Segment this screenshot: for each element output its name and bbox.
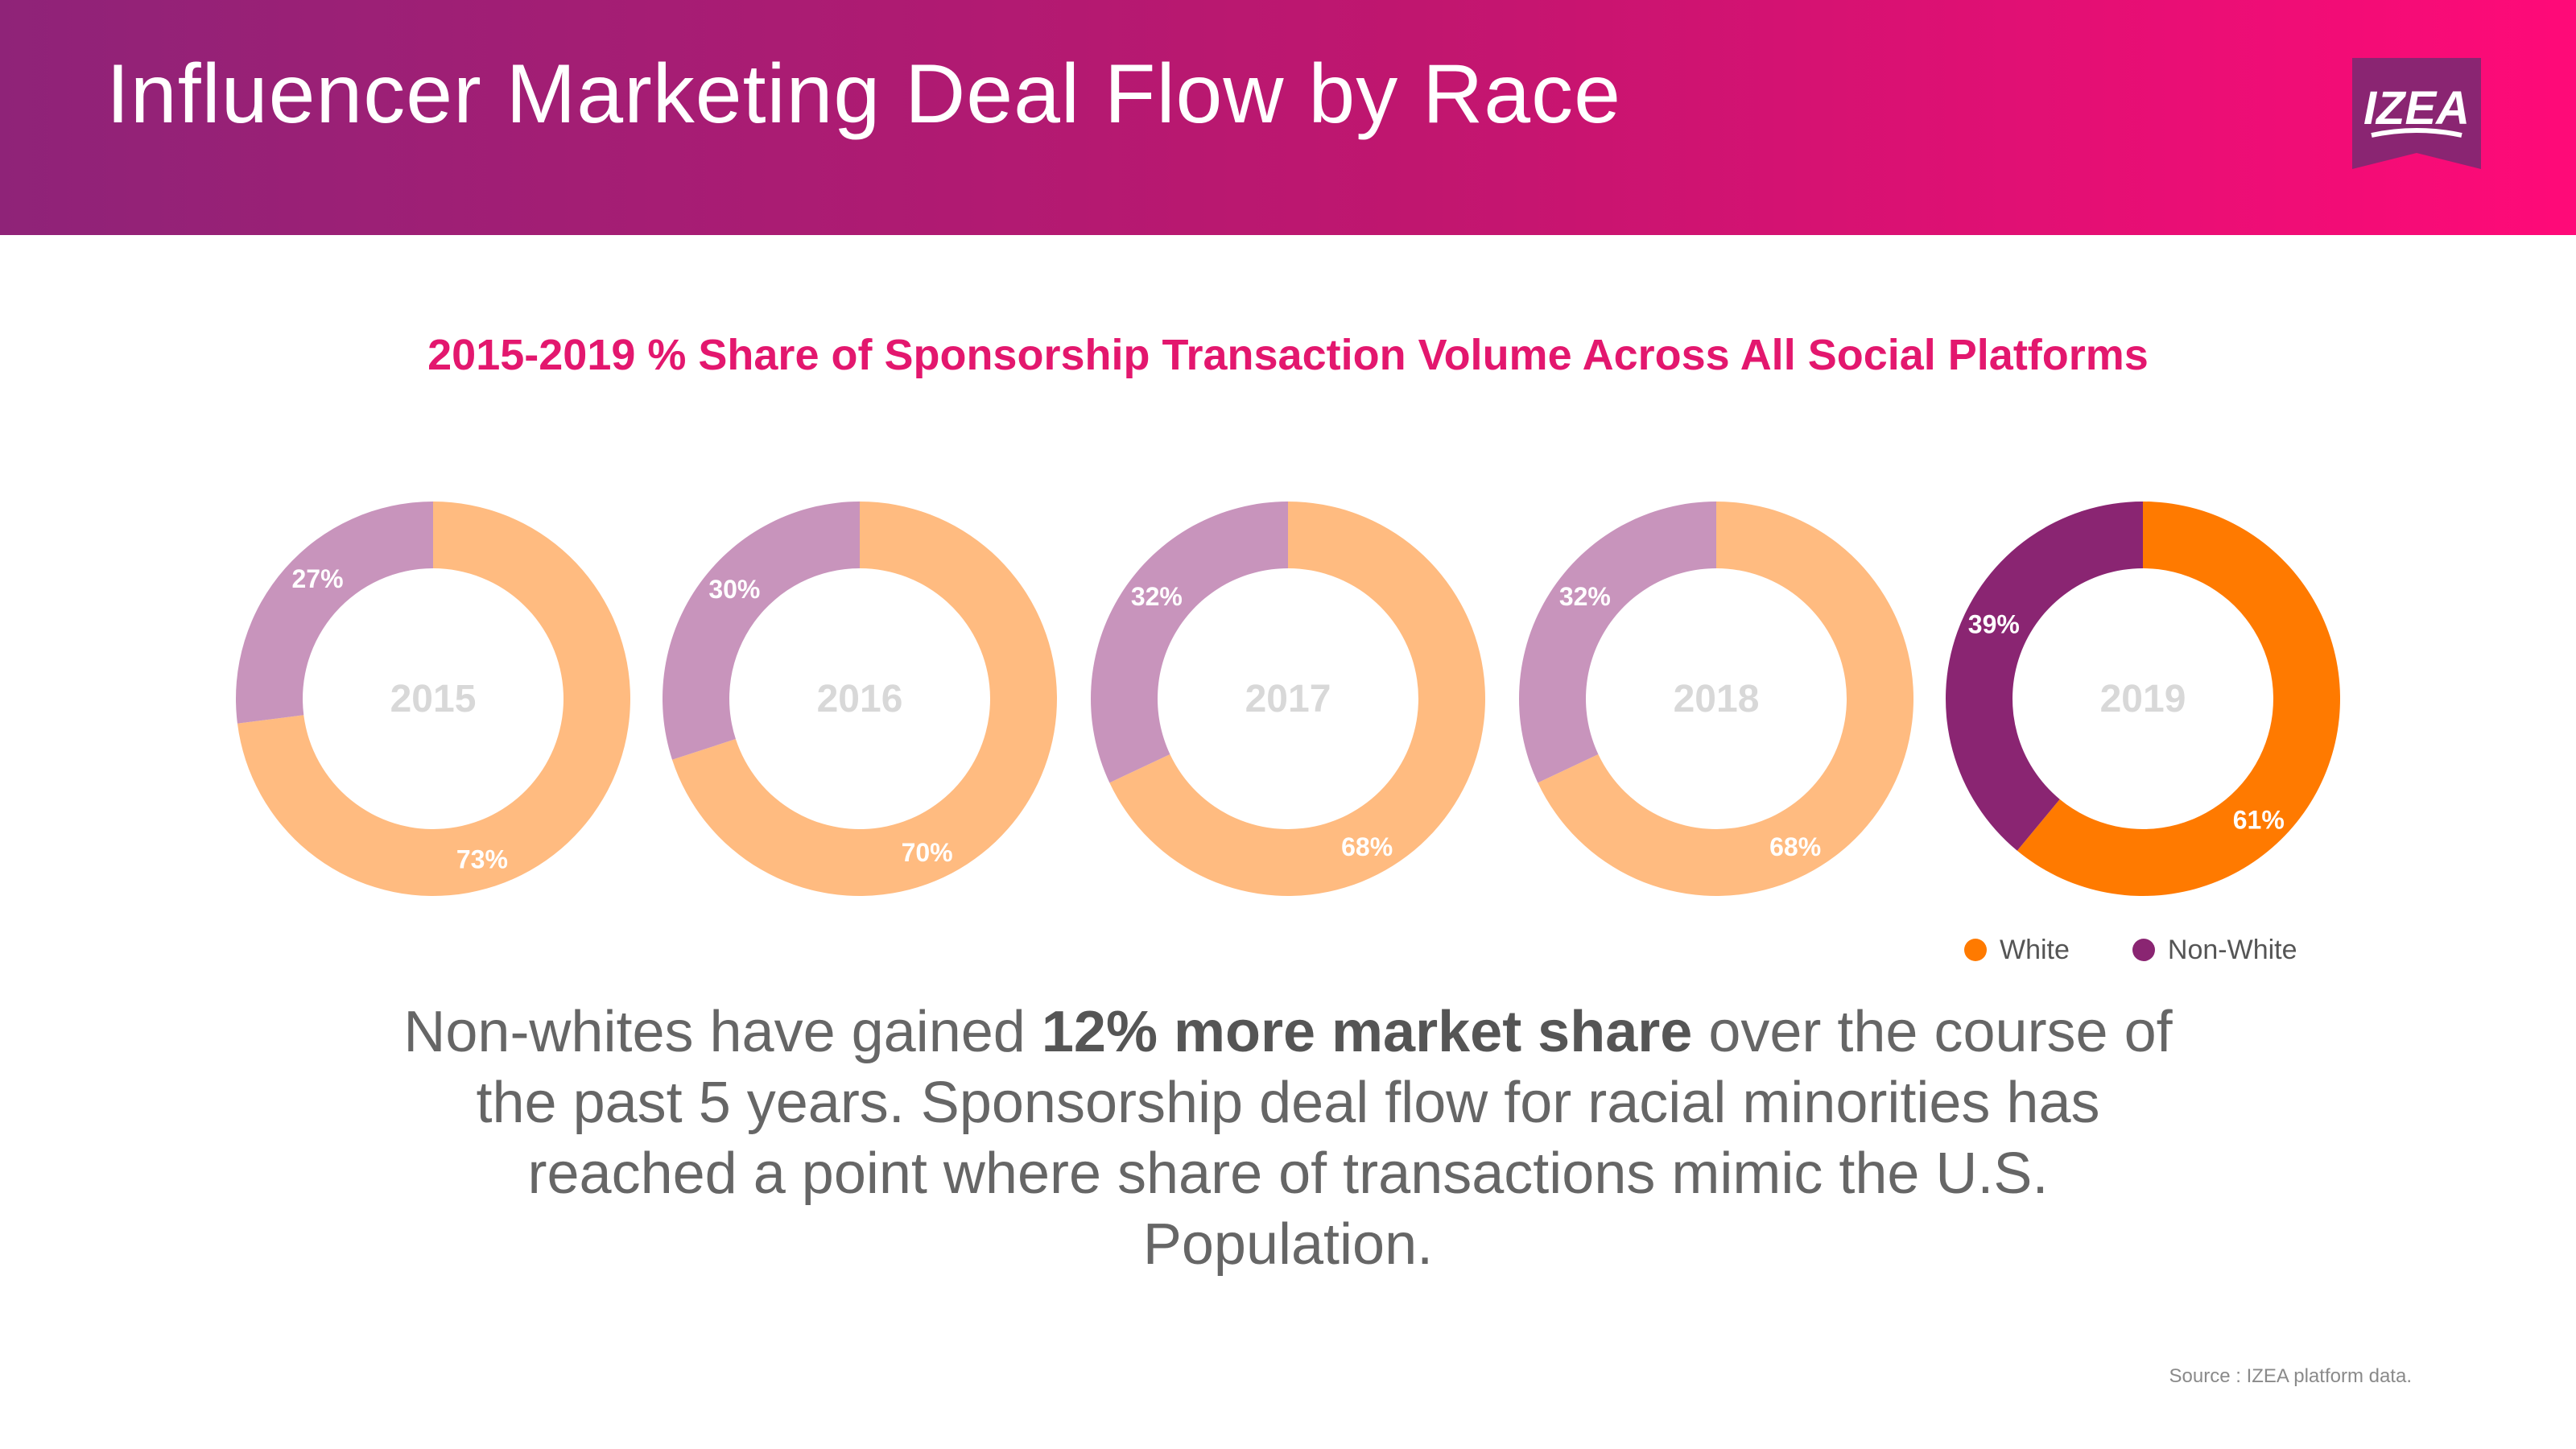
- legend-label-white: White: [2000, 934, 2070, 965]
- svg-text:IZEA: IZEA: [2363, 82, 2470, 134]
- legend-swatch-non-white: [2132, 939, 2155, 961]
- summary-text-pre: Non-whites have gained: [403, 1000, 1042, 1064]
- legend-item-white: White: [1964, 935, 2070, 966]
- data-label-non-white-2018: 32%: [1559, 582, 1611, 611]
- year-label-2018: 2018: [1674, 678, 1760, 720]
- year-label-2019: 2019: [2100, 678, 2186, 720]
- legend-label-non-white: Non-White: [2167, 934, 2297, 965]
- donut-2016: 70% 30% 2016: [662, 502, 1057, 896]
- slice-non-white-2017: [1091, 502, 1288, 783]
- donut-2017: 68% 32% 2017: [1091, 502, 1485, 896]
- izea-logo: IZEA: [2352, 58, 2481, 169]
- data-label-white-2016: 70%: [902, 838, 953, 867]
- year-label-2015: 2015: [390, 678, 477, 720]
- slice-non-white-2018: [1518, 502, 1716, 783]
- slice-white-2018: [1538, 502, 1913, 896]
- legend-item-non-white: Non-White: [2132, 935, 2297, 966]
- donut-charts: 73% 27% 2015 70% 30% 2016 68% 32% 2017 68% 32% 2018…: [236, 502, 2341, 896]
- slice-white-2016: [671, 502, 1057, 896]
- chart-legend: White Non-White: [1964, 934, 2360, 966]
- legend-swatch-white: [1964, 939, 1987, 961]
- slice-white-2019: [2017, 502, 2341, 896]
- slice-non-white-2015: [236, 502, 433, 724]
- year-label-2016: 2016: [817, 678, 903, 720]
- data-label-non-white-2019: 39%: [1968, 609, 2020, 638]
- summary-text: Non-whites have gained 12% more market s…: [402, 997, 2174, 1280]
- slice-non-white-2016: [662, 502, 860, 760]
- donut-2019: 61% 39% 2019: [1946, 502, 2341, 896]
- year-label-2017: 2017: [1245, 678, 1331, 720]
- page-title: Influencer Marketing Deal Flow by Race: [106, 47, 1621, 141]
- data-label-non-white-2016: 30%: [708, 575, 760, 604]
- slice-white-2015: [237, 502, 630, 896]
- data-label-non-white-2015: 27%: [292, 564, 344, 593]
- donut-2015: 73% 27% 2015: [236, 502, 630, 896]
- data-label-white-2015: 73%: [456, 844, 508, 873]
- data-label-white-2017: 68%: [1341, 832, 1393, 861]
- donut-2018: 68% 32% 2018: [1518, 502, 1913, 896]
- source-note: Source : IZEA platform data.: [2169, 1365, 2412, 1387]
- summary-text-post: over the course of the past 5 years. Spo…: [476, 1000, 2173, 1277]
- data-label-white-2019: 61%: [2233, 806, 2285, 835]
- chart-title: 2015-2019 % Share of Sponsorship Transac…: [427, 331, 2149, 379]
- slice-white-2017: [1109, 502, 1485, 896]
- slice-non-white-2019: [1946, 502, 2143, 851]
- summary-text-highlight: 12% more market share: [1041, 1000, 1693, 1064]
- data-label-white-2018: 68%: [1769, 832, 1821, 861]
- data-label-non-white-2017: 32%: [1131, 582, 1183, 611]
- header-banner: Influencer Marketing Deal Flow by Race I…: [0, 0, 2576, 235]
